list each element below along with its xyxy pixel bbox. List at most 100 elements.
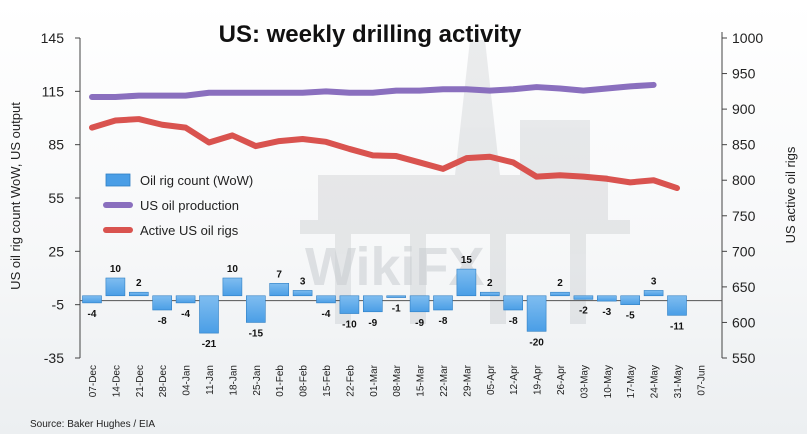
x-tick-label: 08-Mar: [392, 364, 403, 396]
bar-14-Dec: [105, 277, 126, 297]
bar-data-label: -4: [322, 309, 331, 320]
right-tick-label: 750: [732, 208, 756, 224]
bar-08-Feb: [292, 290, 313, 297]
bar-data-label: -5: [626, 311, 635, 322]
right-tick-label: 700: [732, 243, 756, 259]
bar-03-May: [573, 295, 594, 300]
left-tick-label: 145: [41, 30, 65, 46]
right-tick-label: 1000: [732, 30, 763, 46]
x-tick-label: 03-May: [579, 365, 590, 398]
chart-title: US: weekly drilling activity: [219, 21, 522, 48]
right-tick-label: 600: [732, 314, 756, 330]
left-tick-label: 55: [48, 190, 64, 206]
bar-data-label: -11: [670, 321, 684, 332]
legend-label-production: US oil production: [140, 198, 239, 213]
bar-15-Feb: [316, 295, 336, 304]
x-tick-label: 22-Mar: [439, 364, 450, 396]
bar-data-label: -20: [529, 337, 544, 348]
bar-25-Jan: [246, 295, 266, 323]
right-axis-ticks: 550 600 650 700 750 800 850 900 950 1000: [722, 30, 763, 366]
right-axis-title: US active oil rigs: [783, 146, 798, 243]
line-active-us-oil-rigs: [89, 116, 680, 192]
x-tick-label: 31-May: [673, 365, 684, 398]
bar-11-Jan: [199, 295, 219, 334]
x-tick-label: 07-Dec: [88, 365, 99, 397]
legend: Oil rig count (WoW) US oil production Ac…: [103, 173, 253, 238]
bar-07-Dec: [82, 295, 102, 304]
left-tick-label: 25: [48, 243, 64, 259]
source-note: Source: Baker Hughes / EIA: [30, 419, 155, 430]
bar-05-Apr: [479, 291, 500, 297]
bar-01-Feb: [269, 283, 290, 297]
x-tick-label: 07-Jun: [696, 365, 707, 396]
right-tick-label: 850: [732, 137, 756, 153]
x-tick-label: 10-May: [603, 365, 614, 398]
svg-text:WikiFX: WikiFX: [305, 237, 485, 297]
bar-data-label: -8: [439, 316, 448, 327]
right-tick-label: 650: [732, 279, 756, 295]
bar-data-label: 10: [110, 264, 122, 275]
right-tick-label: 800: [732, 172, 756, 188]
legend-swatch-bar: [105, 173, 131, 187]
bar-18-Jan: [222, 277, 243, 297]
bar-data-label: -4: [88, 309, 97, 320]
x-tick-label: 04-Jan: [182, 365, 193, 396]
x-tick-label: 08-Feb: [299, 365, 310, 397]
x-tick-label: 01-Mar: [369, 364, 380, 396]
x-tick-label: 15-Mar: [416, 364, 427, 396]
bar-series: [82, 268, 687, 334]
bar-31-May: [667, 295, 687, 316]
bar-26-Apr: [550, 291, 570, 297]
bar-15-Mar: [409, 295, 430, 313]
bar-08-Mar: [386, 295, 407, 298]
bar-data-label: 2: [557, 278, 563, 289]
bar-data-label: 15: [461, 255, 473, 266]
bar-data-label: 3: [651, 276, 657, 287]
x-tick-label: 21-Dec: [135, 365, 146, 397]
x-tick-label: 26-Apr: [556, 364, 567, 395]
bar-21-Dec: [129, 291, 149, 297]
bar-data-labels: -4 10 2 -8 -4 -21 10 -15 7 3 -4 -10 -9 -1 -9 -8 15 2 -8 -20…: [88, 255, 685, 350]
bar-data-label: -9: [368, 318, 377, 329]
x-tick-label: 28-Dec: [158, 365, 169, 397]
bar-24-May: [643, 290, 664, 297]
x-tick-label: 14-Dec: [111, 365, 122, 397]
left-axis-ticks: -35 -5 25 55 85 115 145: [41, 30, 80, 366]
x-tick-label: 17-May: [626, 365, 637, 398]
bar-10-May: [596, 295, 617, 302]
line-series: [89, 81, 680, 192]
bar-data-label: -8: [158, 316, 167, 327]
right-tick-label: 550: [732, 350, 756, 366]
x-tick-label: 22-Feb: [345, 365, 356, 397]
bar-01-Mar: [362, 295, 383, 313]
bar-data-label: -2: [579, 305, 588, 316]
bar-data-label: -10: [342, 320, 357, 331]
bar-data-label: 3: [300, 276, 306, 287]
bar-22-Feb: [339, 295, 360, 314]
bar-17-May: [620, 295, 641, 305]
bar-12-Apr: [503, 295, 524, 311]
x-tick-label: 11-Jan: [205, 365, 216, 395]
x-axis-ticks: 07-Dec 14-Dec 21-Dec 28-Dec 04-Jan 11-Jan 18-J…: [88, 364, 707, 398]
left-tick-label: 85: [48, 137, 64, 153]
bar-data-label: 10: [227, 264, 239, 275]
bar-22-Mar: [433, 295, 453, 311]
x-tick-label: 29-Mar: [462, 364, 473, 396]
line-us-oil-production: [89, 81, 657, 101]
x-tick-label: 01-Feb: [275, 365, 286, 397]
left-tick-label: -35: [44, 350, 64, 366]
x-tick-label: 25-Jan: [252, 365, 263, 396]
right-tick-label: 900: [732, 101, 756, 117]
bar-data-label: 2: [487, 278, 493, 289]
bar-data-label: 7: [276, 269, 282, 280]
bar-data-label: -1: [392, 304, 401, 315]
bar-data-label: -15: [249, 328, 264, 339]
x-tick-label: 24-May: [650, 365, 661, 398]
bar-04-Jan: [175, 295, 196, 304]
bar-19-Apr: [526, 295, 547, 332]
watermark: WikiFX: [305, 237, 485, 297]
right-tick-label: 950: [732, 66, 756, 82]
legend-label-active-rigs: Active US oil rigs: [140, 223, 239, 238]
bar-data-label: -3: [602, 307, 611, 318]
